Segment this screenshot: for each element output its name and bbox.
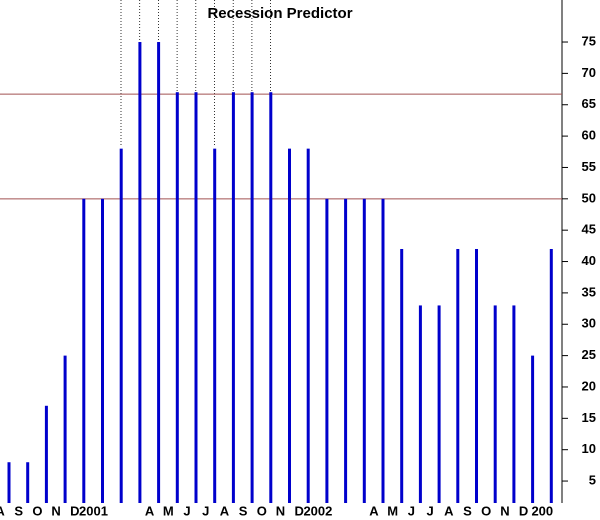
bar [231, 92, 235, 503]
x-tick-label: A [145, 503, 155, 518]
x-tick-label: O [257, 503, 267, 518]
bar [44, 405, 48, 503]
x-tick-label: S [463, 503, 472, 518]
x-tick-label: J [426, 503, 433, 518]
bar [418, 305, 422, 503]
bar [138, 42, 142, 503]
y-tick-label: 30 [582, 316, 596, 331]
x-tick-label: J [183, 503, 190, 518]
x-tick-label: S [14, 503, 23, 518]
y-tick-label: 50 [582, 190, 596, 205]
bar [549, 248, 553, 503]
bar [194, 92, 198, 503]
bar [175, 92, 179, 503]
y-tick-label: 45 [582, 222, 596, 237]
y-tick-label: 5 [589, 472, 596, 487]
y-tick-label: 60 [582, 128, 596, 143]
bar [381, 198, 385, 503]
x-tick-label: 2001 [79, 503, 108, 518]
bar [456, 248, 460, 503]
x-tick-label: N [51, 503, 60, 518]
y-tick-label: 40 [582, 253, 596, 268]
chart-title: Recession Predictor [207, 5, 352, 22]
bar [101, 198, 104, 503]
y-tick-label: 65 [582, 96, 596, 111]
x-tick-label: S [239, 503, 248, 518]
x-tick-label: J [202, 503, 209, 518]
x-tick-label: O [32, 503, 42, 518]
y-tick-label: 35 [582, 284, 596, 299]
x-tick-label: A [369, 503, 379, 518]
bar [26, 462, 30, 503]
bar [63, 355, 67, 503]
bar [250, 92, 254, 503]
bar [493, 305, 497, 503]
bar [213, 148, 217, 503]
x-tick-label: D [295, 503, 304, 518]
x-tick-label: M [163, 503, 174, 518]
bar [475, 248, 478, 503]
y-tick-label: 20 [582, 378, 596, 393]
x-tick-label: M [387, 503, 398, 518]
x-tick-label: D [519, 503, 528, 518]
bar [437, 305, 441, 503]
bar [362, 198, 366, 503]
x-tick-label: O [481, 503, 491, 518]
y-tick-label: 15 [582, 410, 596, 425]
bar [157, 42, 161, 503]
bar [325, 198, 329, 503]
x-tick-label: D [70, 503, 79, 518]
y-tick-label: 70 [582, 65, 596, 80]
x-tick-label: A [444, 503, 454, 518]
y-tick-label: 55 [582, 159, 596, 174]
bar [119, 148, 123, 503]
x-tick-label: 2002 [303, 503, 332, 518]
bar [269, 92, 273, 503]
bar [82, 198, 86, 503]
y-tick-label: 10 [582, 441, 596, 456]
bar [531, 355, 535, 503]
bar [288, 148, 291, 503]
x-tick-label: N [276, 503, 285, 518]
bar [344, 198, 348, 503]
bar [306, 148, 310, 503]
x-tick-label: N [500, 503, 509, 518]
x-tick-label: A [0, 503, 5, 518]
y-tick-label: 75 [582, 33, 596, 48]
bar [512, 305, 516, 503]
bar [7, 462, 11, 503]
x-tick-label: J [408, 503, 415, 518]
x-tick-label: A [220, 503, 230, 518]
x-tick-label: 200 [531, 503, 553, 518]
bar [400, 248, 404, 503]
recession-markers [120, 0, 272, 145]
y-tick-label: 25 [582, 347, 596, 362]
